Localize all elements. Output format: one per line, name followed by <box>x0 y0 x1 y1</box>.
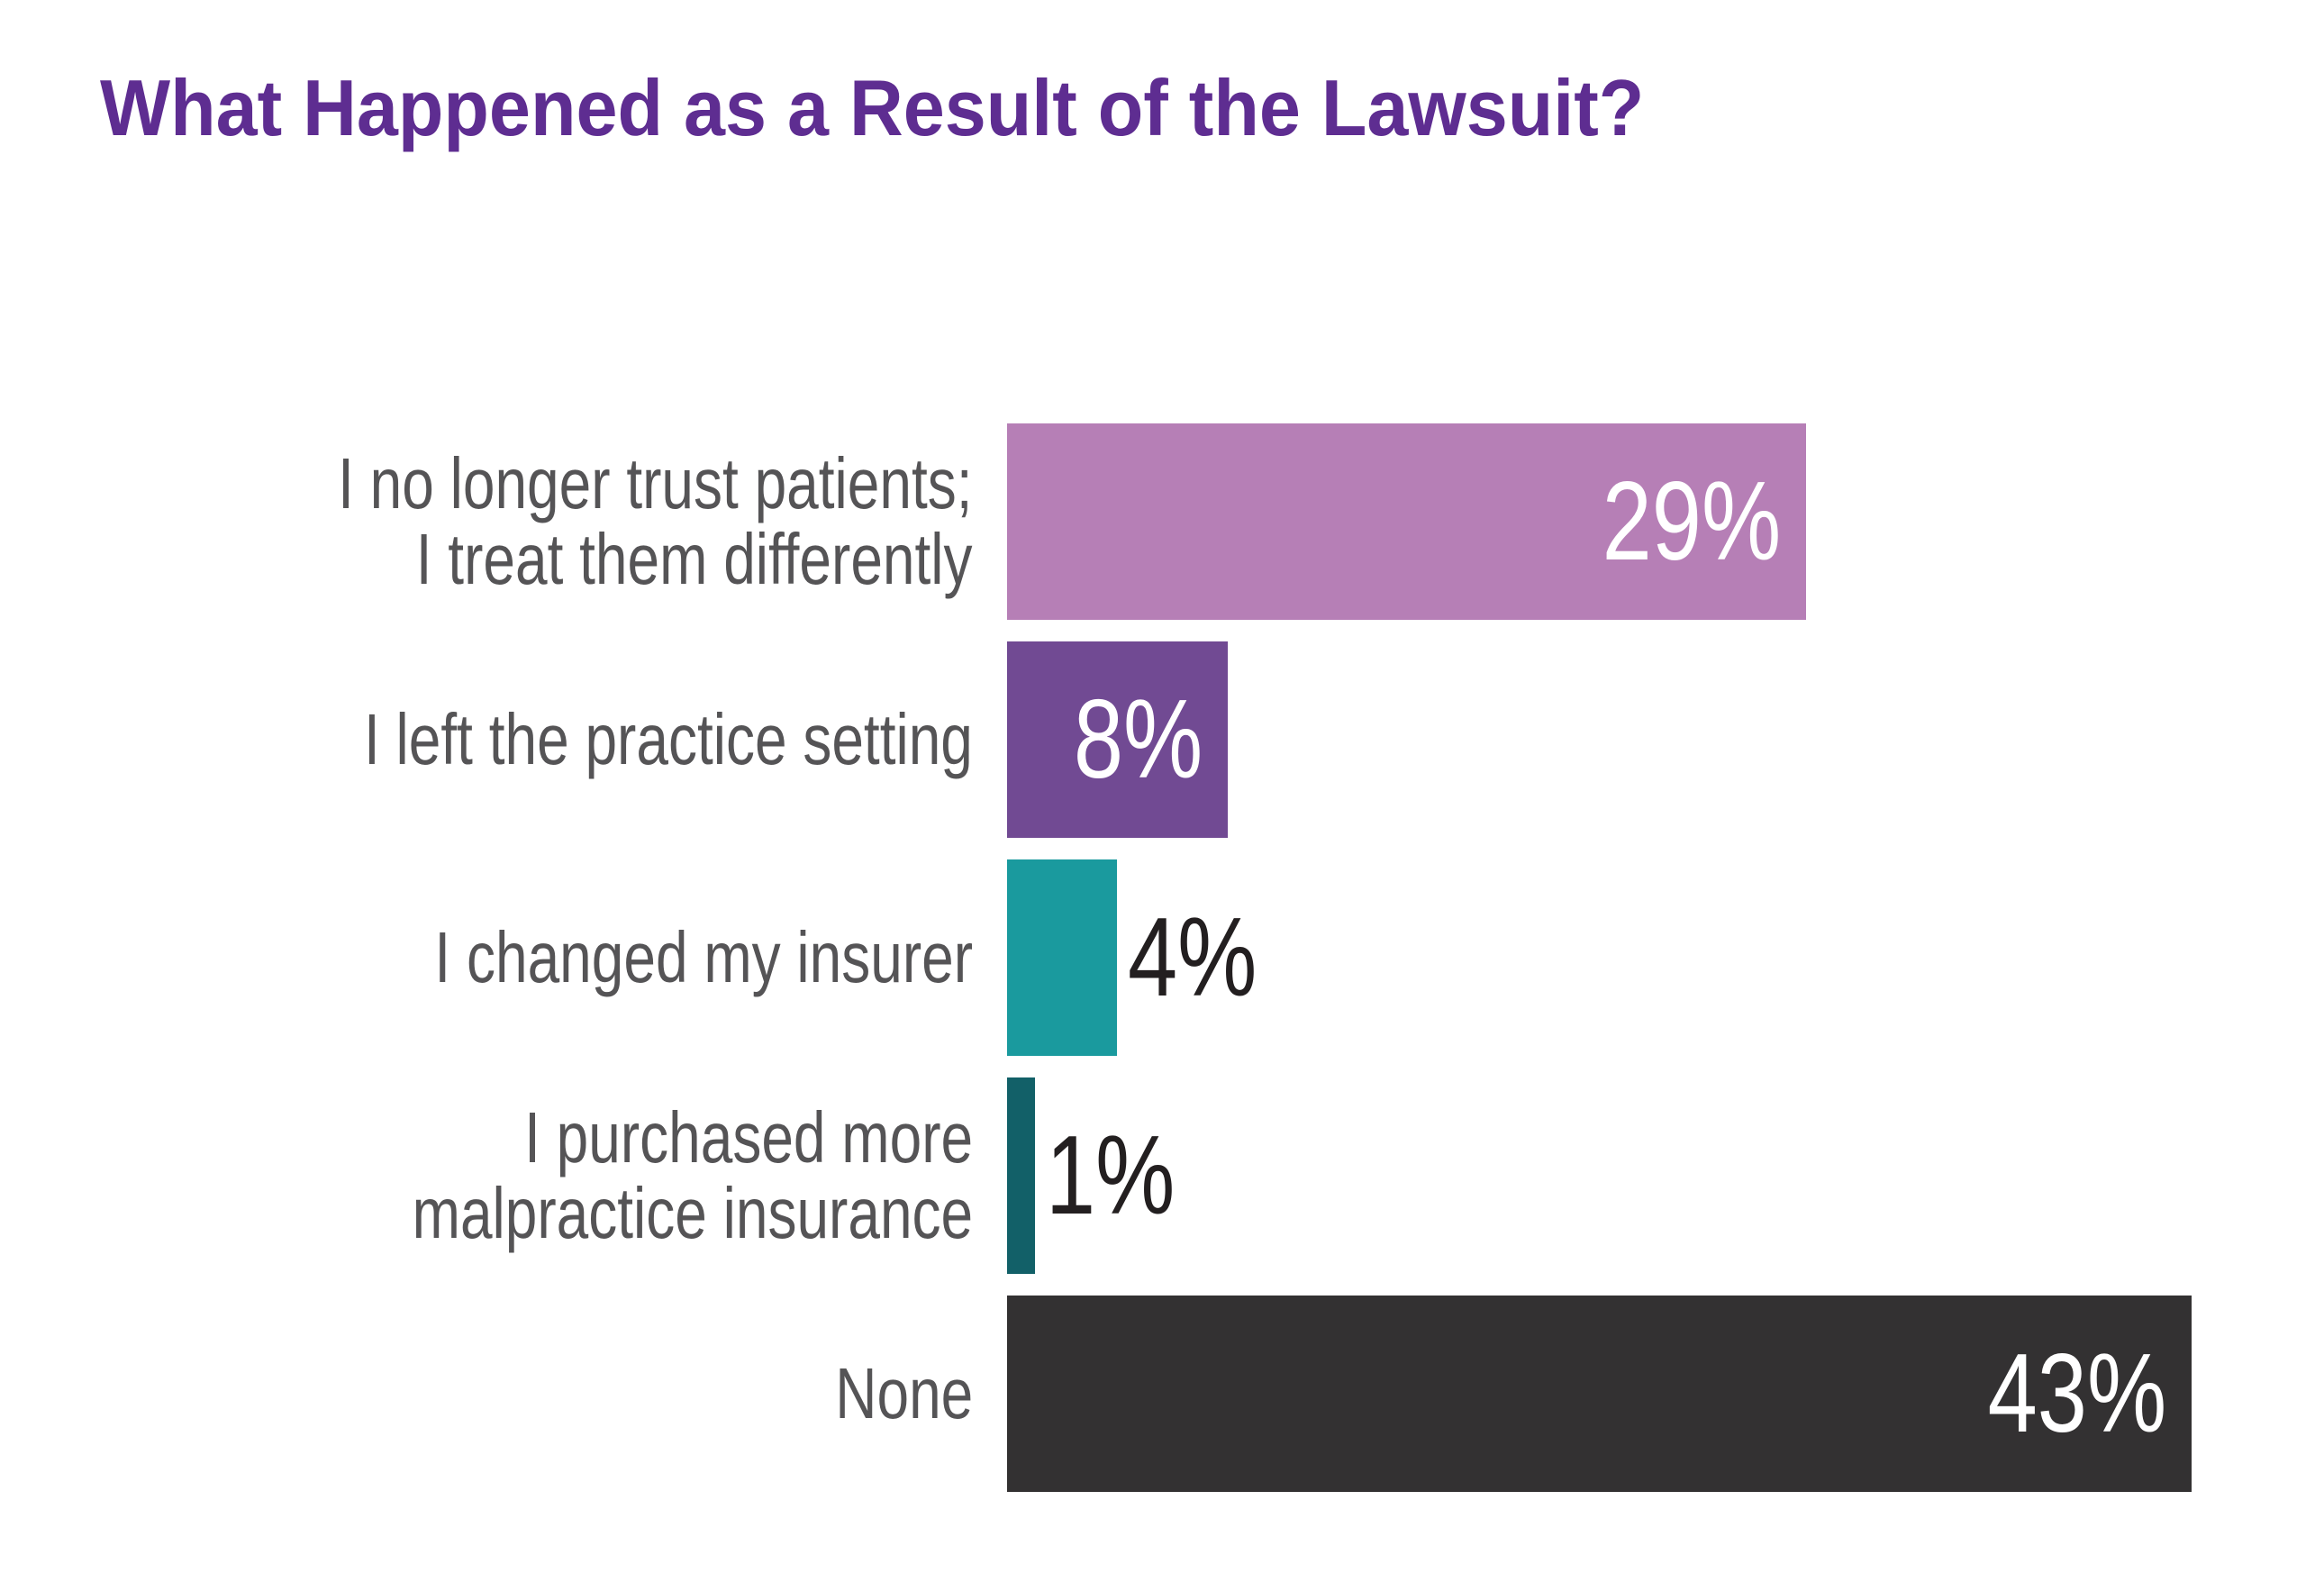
chart-row: I no longer trust patients; I treat them … <box>0 423 2324 620</box>
category-label-line: malpractice insurance <box>412 1173 974 1253</box>
category-label: I changed my insurer <box>434 859 973 1056</box>
category-label-line: I treat them differently <box>416 519 973 599</box>
chart-title: What Happened as a Result of the Lawsuit… <box>100 63 1645 152</box>
category-label-line: I purchased more <box>523 1097 973 1177</box>
bar <box>1007 1077 1035 1274</box>
category-label: I no longer trust patients; I treat them … <box>339 423 973 620</box>
chart-row: None 43% <box>0 1296 2324 1492</box>
value-label: 43% <box>1987 1332 2166 1456</box>
bar <box>1007 423 1806 620</box>
value-label: 1% <box>1046 1114 1176 1238</box>
chart-row: I left the practice setting 8% <box>0 641 2324 838</box>
chart-row: I changed my insurer 4% <box>0 859 2324 1056</box>
bar <box>1007 859 1117 1056</box>
value-label: 29% <box>1602 459 1781 584</box>
bar <box>1007 641 1228 838</box>
category-label: I purchased more malpractice insurance <box>413 1077 974 1274</box>
category-label-line: I changed my insurer <box>434 917 973 997</box>
category-label-line: I no longer trust patients; <box>338 443 973 523</box>
chart-row: I purchased more malpractice insurance 1% <box>0 1077 2324 1274</box>
bar <box>1007 1296 2192 1492</box>
category-label: None <box>835 1296 973 1492</box>
value-label: 8% <box>1073 677 1203 802</box>
value-label: 4% <box>1128 896 1257 1020</box>
category-label-line: I left the practice setting <box>364 699 973 779</box>
category-label-line: None <box>835 1353 973 1433</box>
category-label: I left the practice setting <box>364 641 973 838</box>
